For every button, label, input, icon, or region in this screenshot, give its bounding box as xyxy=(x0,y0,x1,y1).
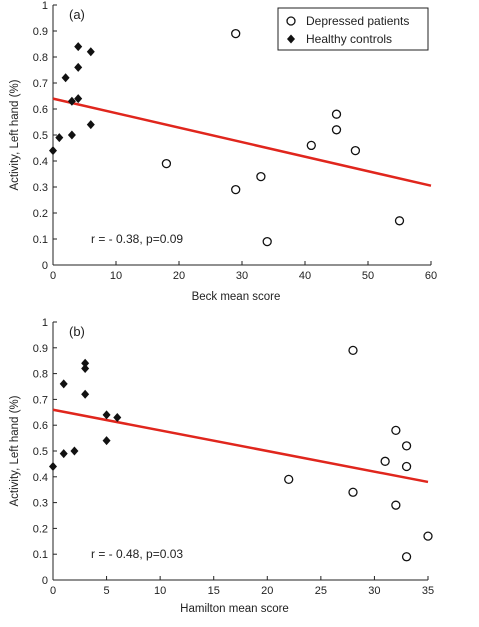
depressed-patient-point xyxy=(331,109,342,119)
legend-open-circle-marker xyxy=(286,16,296,26)
healthy-control-point xyxy=(74,42,83,52)
x-tick-label: 20 xyxy=(261,585,273,597)
depressed-patient-point xyxy=(401,461,412,472)
x-tick-label: 30 xyxy=(236,270,248,282)
depressed-patient-point xyxy=(391,425,401,436)
healthy-control-point xyxy=(61,73,70,83)
x-tick-label: 0 xyxy=(50,585,56,597)
depressed-patient-point xyxy=(256,171,266,182)
y-tick-label: 0.3 xyxy=(33,498,48,510)
depressed-patient-point xyxy=(423,531,433,541)
x-tick-label: 25 xyxy=(315,585,327,597)
correlation-annotation: r = - 0.38, p=0.09 xyxy=(91,232,183,246)
healthy-control-point xyxy=(81,358,90,368)
legend-label: Healthy controls xyxy=(306,32,392,46)
legend-label: Depressed patients xyxy=(306,14,409,28)
healthy-control-point xyxy=(67,96,76,106)
legend-diamond-marker xyxy=(287,34,295,44)
depressed-patient-point xyxy=(394,216,405,226)
y-tick-label: 0.5 xyxy=(33,446,48,458)
y-tick-label: 0.2 xyxy=(33,208,48,220)
healthy-control-point xyxy=(74,94,83,104)
y-tick-label: 0 xyxy=(42,260,48,272)
y-tick-label: 0.9 xyxy=(33,343,48,355)
depressed-patient-point xyxy=(401,552,412,562)
depressed-patient-point xyxy=(391,500,401,510)
y-tick-label: 0.1 xyxy=(33,234,48,246)
x-tick-label: 35 xyxy=(422,585,434,597)
y-tick-label: 0.4 xyxy=(33,156,48,168)
x-axis-label: Hamilton mean score xyxy=(180,603,289,615)
x-tick-label: 60 xyxy=(425,270,437,282)
depressed-patient-point xyxy=(348,487,358,497)
x-tick-label: 30 xyxy=(368,585,380,597)
y-tick-label: 1 xyxy=(42,0,48,12)
chart-panel-b: 00.10.20.30.40.50.60.70.80.910 5 10 15 20 25 3… xyxy=(9,317,434,615)
y-tick-label: 1 xyxy=(42,317,48,329)
y-tick-label: 0.6 xyxy=(33,104,48,116)
healthy-control-point xyxy=(49,461,57,471)
depressed-patient-point xyxy=(348,345,358,356)
y-tick-label: 0 xyxy=(42,575,48,587)
regression-line xyxy=(52,97,432,187)
healthy-control-point xyxy=(67,130,76,140)
x-tick-label: 40 xyxy=(299,270,311,282)
y-tick-label: 0.2 xyxy=(33,523,48,535)
depressed-patient-point xyxy=(262,236,272,247)
depressed-patient-point xyxy=(161,158,172,169)
y-tick-label: 0.6 xyxy=(33,420,48,432)
depressed-patient-point xyxy=(284,474,294,485)
legend: Depressed patients Healthy controls xyxy=(277,7,429,51)
regression-line xyxy=(52,408,429,484)
healthy-control-point xyxy=(49,146,57,156)
legend-box xyxy=(277,7,429,51)
healthy-control-point xyxy=(113,412,122,422)
healthy-control-point xyxy=(86,120,95,130)
x-tick-label: 10 xyxy=(110,270,122,282)
correlation-annotation: r = - 0.48, p=0.03 xyxy=(91,547,183,561)
x-tick-label: 50 xyxy=(362,270,374,282)
healthy-control-point xyxy=(86,47,95,57)
y-tick-label: 0.4 xyxy=(33,472,48,484)
healthy-control-point xyxy=(102,436,111,446)
healthy-control-point xyxy=(59,379,68,389)
depressed-patient-point xyxy=(401,441,412,451)
x-tick-label: 20 xyxy=(173,270,185,282)
x-tick-label: 10 xyxy=(154,585,166,597)
y-tick-label: 0.3 xyxy=(33,182,48,194)
healthy-control-point xyxy=(81,363,90,373)
depressed-patient-point xyxy=(331,125,342,135)
y-axis-label: Activity, Left hand (%) xyxy=(9,395,21,506)
y-tick-label: 0.7 xyxy=(33,394,48,406)
y-tick-label: 0.8 xyxy=(33,52,48,64)
depressed-patient-point xyxy=(231,28,241,39)
healthy-control-point xyxy=(70,446,79,456)
x-axis-label: Beck mean score xyxy=(192,291,281,303)
y-tick-label: 0.1 xyxy=(33,549,48,561)
chart-panel-a: 00.10.20.30.40.50.60.70.80.910 10 20 30 40 50… xyxy=(9,0,437,303)
y-axis-label: Activity, Left hand (%) xyxy=(9,79,21,190)
y-tick-label: 0.5 xyxy=(33,130,48,142)
panel-label: (a) xyxy=(69,7,85,22)
depressed-patient-point xyxy=(231,184,241,195)
healthy-control-point xyxy=(55,133,64,143)
healthy-control-point xyxy=(102,410,111,420)
healthy-control-point xyxy=(74,62,83,72)
healthy-control-point xyxy=(59,449,68,459)
y-tick-label: 0.7 xyxy=(33,78,48,90)
x-tick-label: 0 xyxy=(50,270,56,282)
y-tick-label: 0.8 xyxy=(33,369,48,381)
depressed-patient-point xyxy=(306,140,316,151)
depressed-patient-point xyxy=(350,145,361,156)
healthy-control-point xyxy=(81,389,90,399)
depressed-patient-point xyxy=(380,456,390,466)
panel-label: (b) xyxy=(69,324,85,339)
y-tick-label: 0.9 xyxy=(33,26,48,38)
x-tick-label: 5 xyxy=(104,585,110,597)
x-tick-label: 15 xyxy=(208,585,220,597)
